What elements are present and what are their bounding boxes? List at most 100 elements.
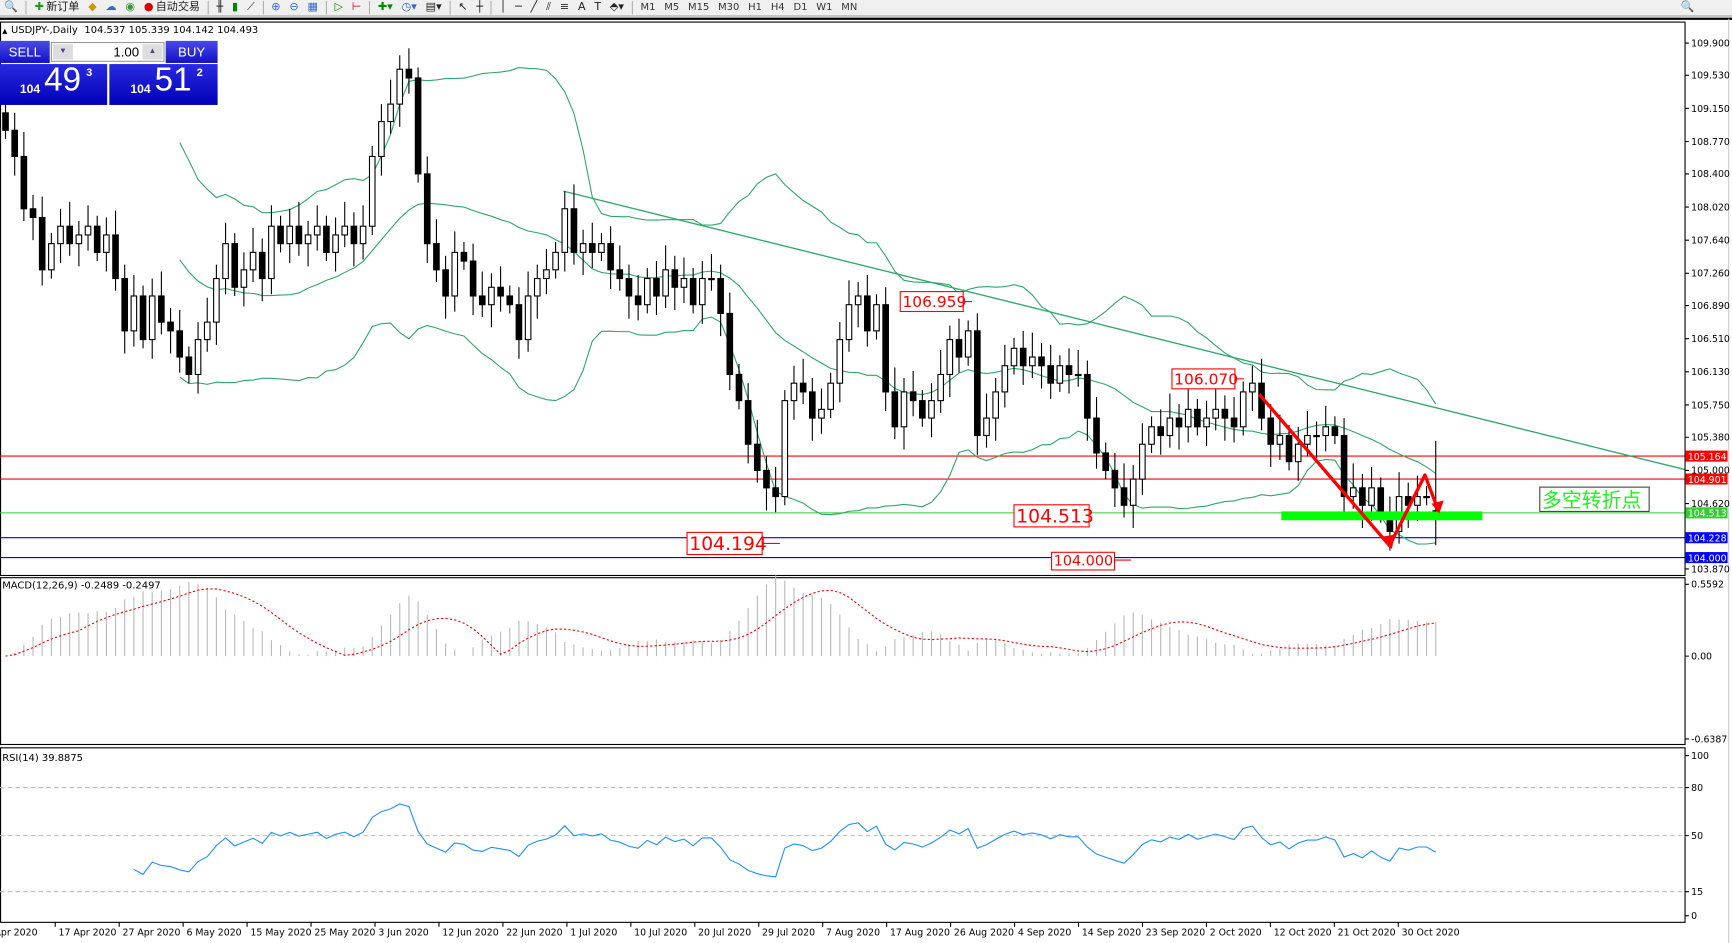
bear-candle	[753, 443, 761, 471]
date-axis-label: Apr 2020	[0, 928, 38, 939]
zoom-out-icon[interactable]: ⊖	[289, 1, 299, 14]
macd-axis-label: -0.6387	[1691, 734, 1727, 745]
bull-candle	[332, 234, 339, 253]
level-label-104513: 104.513	[1016, 506, 1094, 527]
signal-icon[interactable]: ◉	[125, 1, 136, 14]
text-icon[interactable]: A	[577, 1, 586, 14]
timeframe-W1[interactable]: W1	[816, 2, 833, 14]
bull-candle	[964, 330, 972, 358]
date-axis-label: 23 Sep 2020	[1146, 928, 1205, 939]
bear-candle	[864, 295, 871, 332]
macd-axis-label: 0.5592	[1691, 580, 1724, 591]
cursor-icon[interactable]: ↖	[458, 1, 468, 14]
date-axis-label: 2 Oct 2020	[1210, 928, 1262, 939]
line-chart-icon[interactable]: ⟋	[246, 1, 255, 14]
bull-candle	[533, 277, 541, 297]
lot-value: 1.00	[113, 44, 140, 60]
date-axis-label: 12 Oct 2020	[1274, 928, 1332, 939]
timeframe-MN[interactable]: MN	[841, 2, 858, 14]
bull-candle	[1001, 365, 1009, 393]
equidistant-channel-icon[interactable]: ⫽	[546, 1, 552, 14]
zoom-in-icon[interactable]: ⊕	[271, 1, 281, 14]
navigator-icon[interactable]: ☁	[105, 1, 117, 14]
trendline-icon[interactable]: ╱	[530, 1, 538, 14]
date-axis-label: 12 Jun 2020	[442, 928, 498, 939]
bull-candle	[836, 339, 844, 384]
timeframe-M5[interactable]: M5	[664, 2, 680, 14]
bull-candle	[451, 251, 459, 297]
bull-candle	[1129, 478, 1137, 506]
indicators-icon[interactable]: ✚▾	[378, 1, 393, 14]
bull-candle	[680, 277, 688, 288]
arrows-icon[interactable]: ⬘▾	[609, 1, 624, 14]
bear-candle	[405, 68, 413, 79]
bear-candle	[1038, 356, 1045, 367]
toolbar: 🔍 ✚ 新订单 ◆ ☁ ◉ ● 自动交易 ╫ ▮ ⟋ ⊕ ⊖ ▦ ▷ ⊢ ✚▾ ◷▾…	[0, 0, 1732, 17]
text-label-icon[interactable]: T	[594, 1, 602, 14]
price-level-value: 104.901	[1688, 475, 1727, 486]
rsi-label: RSI(14) 39.8875	[2, 753, 83, 764]
price-axis-label: 109.150	[1691, 104, 1730, 115]
timeframe-group: M1 M5 M15 M30 H1 H4 D1 W1 MN	[636, 2, 862, 13]
buy-price-pips: 51	[154, 61, 192, 99]
bull-candle	[240, 269, 248, 288]
timeframe-H1[interactable]: H1	[748, 2, 762, 14]
tile-icon[interactable]: ▦	[307, 1, 318, 14]
timeframe-D1[interactable]: D1	[793, 2, 808, 14]
bull-candle	[1203, 417, 1210, 428]
autoscroll-icon[interactable]: ▷	[334, 1, 343, 14]
bear-candle	[158, 295, 165, 323]
bear-candle	[20, 155, 28, 210]
bear-candle	[1175, 417, 1183, 428]
collapse-arrow-icon[interactable]: ▲	[2, 27, 8, 35]
sell-price-fraction: 3	[86, 67, 93, 80]
bar-chart-icon[interactable]: ╫	[216, 1, 224, 14]
date-axis-label: 3 Jun 2020	[378, 928, 428, 939]
price-axis-label: 103.870	[1691, 564, 1730, 575]
horizontal-line-icon[interactable]: ─	[515, 1, 522, 14]
rsi-axis-label: 80	[1691, 783, 1703, 794]
timeframe-H4[interactable]: H4	[770, 2, 785, 14]
auto-trading-button[interactable]: ● 自动交易	[139, 0, 204, 15]
lot-decrease-button[interactable]: ▼	[53, 44, 73, 60]
bull-candle	[561, 208, 569, 253]
templates-icon[interactable]: ▤▾	[425, 1, 442, 14]
new-order-icon: ✚	[34, 1, 45, 14]
market-watch-icon[interactable]: ◆	[88, 1, 97, 14]
price-axis-label: 106.510	[1691, 334, 1730, 345]
periods-icon[interactable]: ◷▾	[401, 1, 417, 14]
resistance-trendline	[563, 190, 1685, 471]
bull-candle	[268, 225, 275, 280]
new-order-button[interactable]: ✚ 新订单	[30, 0, 83, 15]
lot-increase-button[interactable]: ▲	[142, 44, 163, 60]
rsi-axis-label: 50	[1691, 831, 1703, 842]
lot-size-input[interactable]: ▼ 1.00 ▲	[50, 41, 165, 62]
price-path-arrow	[1257, 393, 1440, 548]
sell-price-button[interactable]: 104 49 3	[0, 62, 108, 105]
sell-button[interactable]: SELL	[0, 40, 50, 63]
timeframe-M15[interactable]: M15	[688, 2, 710, 14]
crosshair-icon[interactable]: ┼	[476, 1, 483, 14]
zoom-icon[interactable]: 🔍	[4, 1, 19, 14]
bull-candle	[781, 400, 789, 498]
timeframe-M30[interactable]: M30	[718, 2, 740, 14]
bull-candle	[359, 225, 367, 245]
price-axis-label: 106.130	[1691, 367, 1730, 378]
timeframe-M1[interactable]: M1	[640, 2, 656, 14]
vertical-line-icon[interactable]: │	[499, 1, 507, 14]
candle-chart-icon[interactable]: ▮	[232, 1, 239, 14]
bull-candle	[1212, 408, 1220, 419]
buy-price-fraction: 2	[196, 67, 203, 80]
fibonacci-icon[interactable]: ≡	[559, 1, 570, 14]
bear-candle	[1111, 469, 1119, 489]
bear-candle	[478, 295, 486, 306]
bear-candle	[112, 234, 119, 280]
buy-button[interactable]: BUY	[165, 40, 218, 63]
date-axis-label: 15 May 2020	[250, 928, 311, 939]
buy-price-button[interactable]: 104 51 2	[109, 61, 218, 105]
low-label-104194-box	[686, 531, 763, 556]
search-icon[interactable]: 🔍	[1680, 1, 1695, 14]
bear-candle	[607, 243, 614, 271]
chart-shift-icon[interactable]: ⊢	[351, 1, 362, 14]
